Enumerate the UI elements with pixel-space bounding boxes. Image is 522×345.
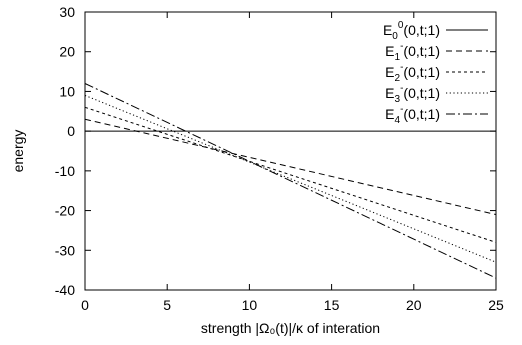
legend-label-main: E xyxy=(385,64,394,80)
y-tick-label: -40 xyxy=(55,282,75,298)
legend-label: E3-(0,t;1) xyxy=(385,83,440,105)
y-tick-label: 0 xyxy=(67,123,75,139)
x-tick-label: 10 xyxy=(242,297,258,313)
legend: E00(0,t;1)E1-(0,t;1)E2-(0,t;1)E3-(0,t;1)… xyxy=(383,20,488,126)
series-line-4 xyxy=(84,83,497,279)
legend-label-sup: 0 xyxy=(398,20,404,31)
legend-item-3: E3-(0,t;1) xyxy=(385,83,488,105)
legend-label-sup: - xyxy=(400,83,403,94)
legend-label: E1-(0,t;1) xyxy=(385,41,440,63)
y-tick-label: -10 xyxy=(55,163,75,179)
legend-label: E4-(0,t;1) xyxy=(385,104,440,126)
x-tick-label: 20 xyxy=(406,297,422,313)
legend-item-1: E1-(0,t;1) xyxy=(385,41,488,63)
y-tick-label: 10 xyxy=(59,83,75,99)
legend-label-sub: 3 xyxy=(395,94,401,105)
legend-label-sup: - xyxy=(400,62,403,73)
legend-item-4: E4-(0,t;1) xyxy=(385,104,488,126)
x-tick-label: 5 xyxy=(163,297,171,313)
x-axis-label: strength |Ω₀(t)|/κ of interation xyxy=(201,320,380,336)
legend-label-rest: (0,t;1) xyxy=(403,64,440,80)
legend-label-rest: (0,t;1) xyxy=(403,85,440,101)
legend-label-main: E xyxy=(385,43,394,59)
legend-item-2: E2-(0,t;1) xyxy=(385,62,488,84)
series-lines xyxy=(84,83,497,279)
legend-label-sub: 2 xyxy=(395,73,401,84)
y-tick-label: -30 xyxy=(55,242,75,258)
y-tick-label: 30 xyxy=(59,4,75,20)
plot-frame xyxy=(84,11,497,291)
legend-label: E00(0,t;1) xyxy=(383,20,440,42)
legend-label-main: E xyxy=(385,106,394,122)
legend-item-0: E00(0,t;1) xyxy=(383,20,488,42)
x-tick-label: 25 xyxy=(488,297,504,313)
legend-label-rest: (0,t;1) xyxy=(403,43,440,59)
legend-label-sup: - xyxy=(400,104,403,115)
series-line-1 xyxy=(84,118,497,216)
legend-label-sub: 0 xyxy=(392,31,398,42)
legend-label-sub: 4 xyxy=(395,115,401,126)
legend-label: E2-(0,t;1) xyxy=(385,62,440,84)
x-tick-label: 0 xyxy=(81,297,89,313)
legend-label-main: E xyxy=(385,85,394,101)
y-tick-label: -20 xyxy=(55,203,75,219)
legend-label-sup: - xyxy=(400,41,403,52)
series-line-2 xyxy=(84,106,497,243)
y-axis-label: energy xyxy=(10,130,26,173)
legend-label-rest: (0,t;1) xyxy=(403,22,440,38)
legend-label-sub: 1 xyxy=(395,52,401,63)
x-tick-label: 15 xyxy=(324,297,340,313)
legend-label-main: E xyxy=(383,22,392,38)
y-tick-label: 20 xyxy=(59,44,75,60)
legend-label-rest: (0,t;1) xyxy=(403,106,440,122)
